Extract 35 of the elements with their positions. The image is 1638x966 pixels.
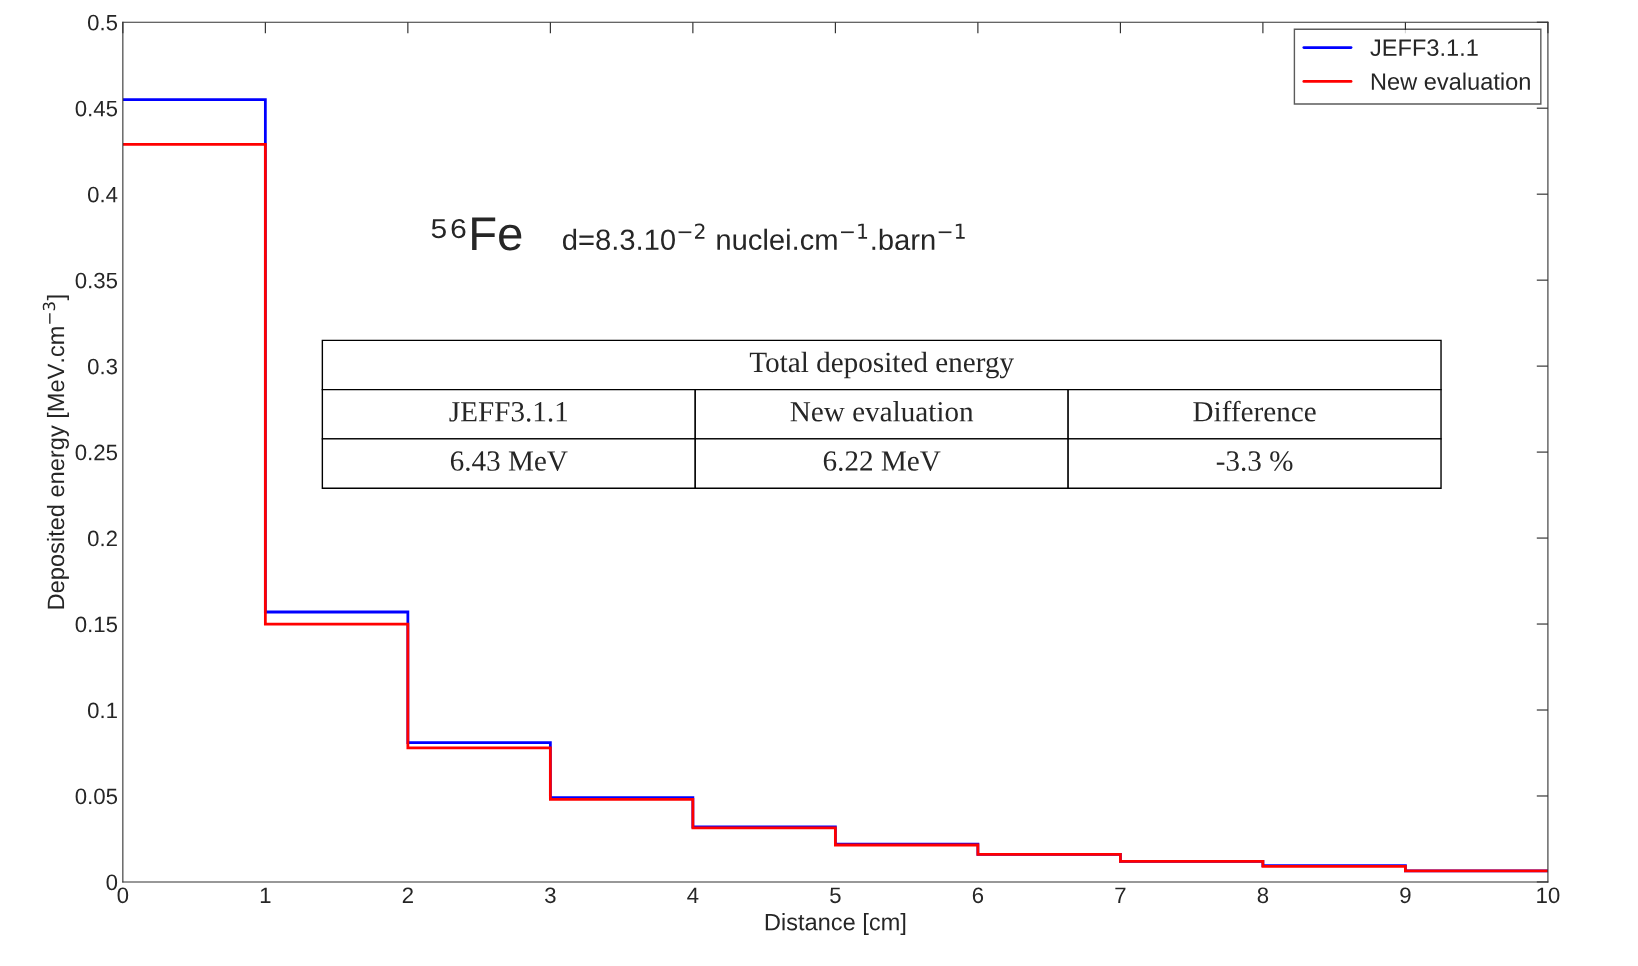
x-tick-label: 0	[117, 887, 129, 904]
annotation: Total deposited energy	[749, 351, 1014, 379]
annotation: 6.22 MeV	[823, 451, 941, 472]
x-tick-label: 7	[1115, 887, 1126, 903]
x-tick-label: 5	[830, 887, 841, 904]
x-tick-label: 4	[687, 887, 699, 903]
annotation: -3.3 %	[1216, 451, 1293, 471]
annotation: New evaluation	[790, 401, 974, 422]
y-tick-label: 0.3	[87, 358, 118, 375]
x-tick-label: 1	[260, 887, 271, 903]
x-axis-title: Distance [cm]	[765, 913, 906, 936]
y-tick-label: 0.45	[75, 100, 118, 117]
x-tick-label: 6	[972, 887, 984, 904]
y-tick-label: 0.4	[87, 186, 118, 203]
y-tick-label: 0.5	[87, 14, 118, 31]
y-tick-label: 0.25	[75, 444, 118, 461]
y-tick-label: 0.15	[75, 616, 118, 633]
y-axis-title: Deposited energy [MeV.cm$^{−3}$]	[42, 295, 69, 609]
y-tick-label: 0.35	[75, 272, 118, 289]
x-tick-label: 8	[1257, 887, 1269, 904]
annotation: 6.43 MeV	[450, 451, 568, 472]
annotation: d=8.3.10$^{−2}$ nuclei.cm$^{−1}$.barn$^{−1}$	[562, 223, 965, 251]
y-tick-label: 0.1	[87, 702, 117, 719]
x-tick-label: 3	[545, 887, 556, 904]
annotation: JEFF3.1.1	[449, 401, 568, 422]
y-tick-label: 0.05	[75, 788, 118, 805]
legend-label: New evaluation	[1371, 72, 1530, 90]
y-tick-label: 0	[106, 874, 118, 891]
annotation: ⁵⁶Fe	[431, 217, 522, 251]
legend-label: JEFF3.1.1	[1370, 39, 1478, 57]
x-tick-label: 9	[1400, 887, 1411, 904]
x-tick-label: 2	[402, 887, 413, 903]
y-tick-label: 0.2	[87, 530, 117, 547]
x-tick-label: 10	[1537, 887, 1560, 904]
annotation: Difference	[1193, 400, 1316, 422]
